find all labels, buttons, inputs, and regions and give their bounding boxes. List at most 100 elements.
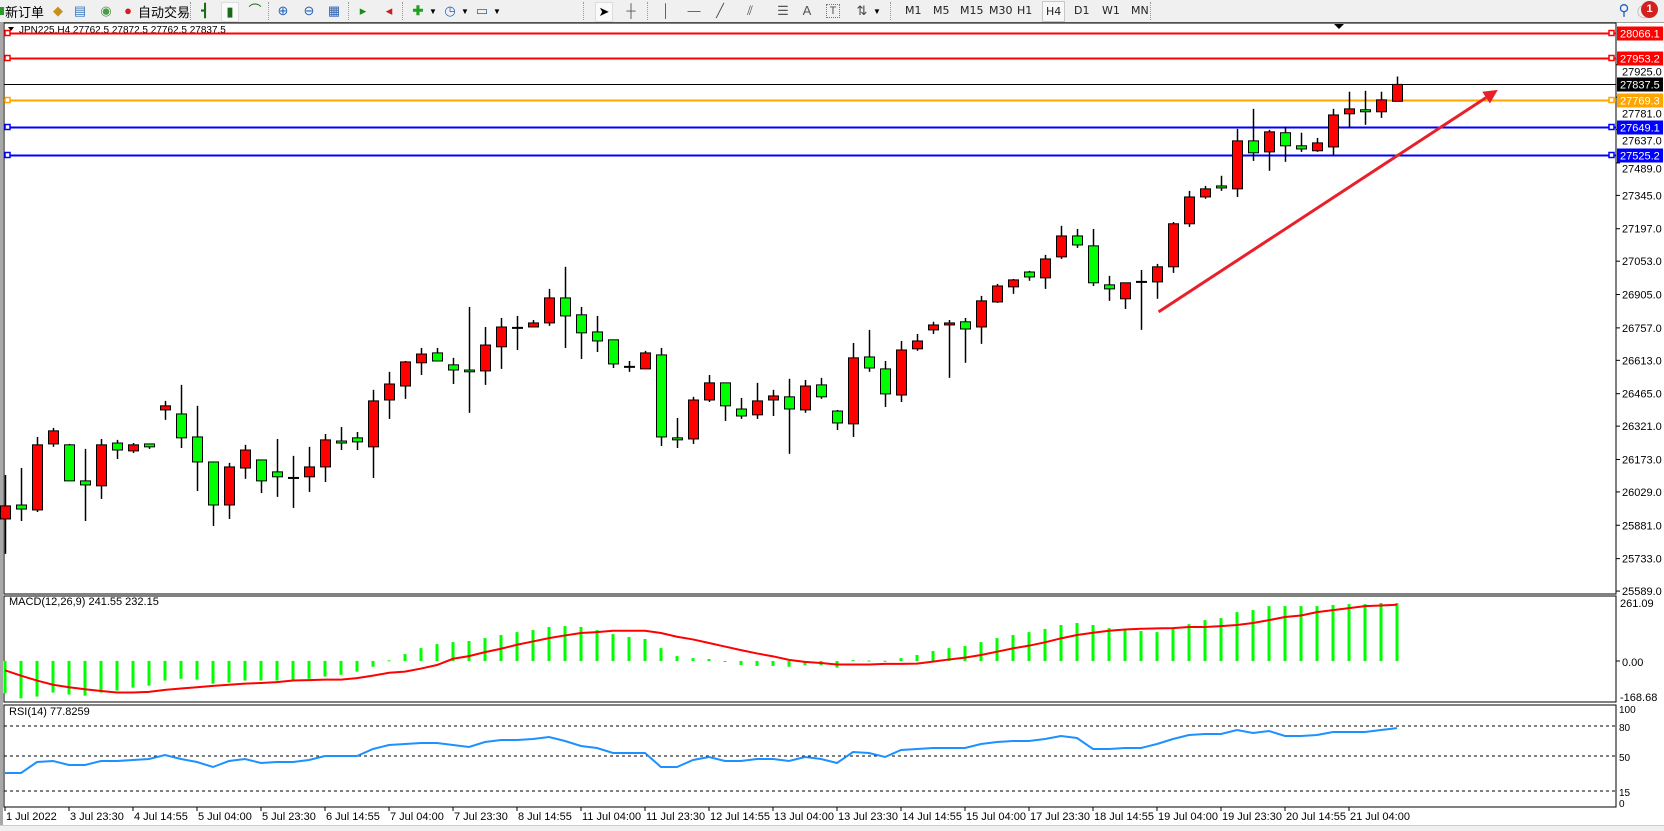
candle[interactable] (752, 382, 763, 419)
candle[interactable] (736, 397, 747, 419)
candle[interactable] (832, 409, 843, 430)
timeframe-m15[interactable]: M15 (960, 4, 984, 17)
candle[interactable] (576, 306, 587, 359)
candle[interactable] (528, 319, 539, 328)
candle[interactable] (1088, 228, 1099, 286)
candle[interactable] (848, 342, 859, 437)
line-anchor-handle[interactable] (1608, 96, 1615, 104)
chart-shift-button[interactable]: ◂ (381, 2, 397, 20)
candle[interactable] (784, 378, 795, 454)
candle[interactable] (1296, 132, 1307, 152)
candle[interactable] (912, 333, 923, 351)
candle[interactable] (160, 400, 171, 420)
timeframe-w1[interactable]: W1 (1102, 4, 1120, 17)
candle[interactable] (96, 438, 107, 499)
candle[interactable] (960, 317, 971, 363)
line-anchor-handle[interactable] (4, 123, 11, 131)
candle[interactable] (1072, 228, 1083, 248)
candle[interactable] (640, 350, 651, 370)
line-anchor-handle[interactable] (4, 96, 11, 104)
candle[interactable] (1056, 225, 1067, 259)
zoom-out-button[interactable]: ⊖ (301, 2, 317, 20)
auto-trading-button[interactable]: ● 自动交易 (120, 2, 190, 20)
candle[interactable] (944, 319, 955, 378)
candle[interactable] (592, 315, 603, 352)
candle[interactable] (240, 444, 251, 479)
candle[interactable] (1360, 90, 1371, 125)
candle[interactable] (1392, 76, 1403, 102)
timeframe-h4[interactable]: H4 (1042, 1, 1066, 22)
candle[interactable] (768, 389, 779, 416)
candle[interactable] (976, 295, 987, 344)
horizontal-line-button[interactable]: — (686, 2, 702, 20)
candle[interactable] (864, 329, 875, 372)
candle[interactable] (896, 340, 907, 403)
candle[interactable] (32, 436, 43, 512)
candle[interactable] (144, 443, 155, 449)
timeframe-m30[interactable]: M30 (989, 4, 1013, 17)
candle[interactable] (1008, 278, 1019, 294)
candle[interactable] (704, 374, 715, 403)
candle[interactable] (720, 382, 731, 421)
line-chart-button[interactable]: ⌒ (247, 2, 263, 20)
templates-button[interactable]: ▭ ▼ (474, 2, 501, 20)
candle[interactable] (1120, 282, 1131, 309)
candle[interactable] (320, 434, 331, 483)
vertical-line-button[interactable]: │ (658, 2, 674, 20)
candle[interactable] (656, 347, 667, 446)
new-order-button[interactable]: 新订单 (0, 2, 44, 20)
tile-windows-button[interactable]: ▦ (326, 2, 342, 20)
timeframe-m5[interactable]: M5 (933, 4, 950, 17)
candle[interactable] (48, 427, 59, 447)
candle[interactable] (16, 468, 27, 521)
timeframe-m1[interactable]: M1 (905, 4, 922, 17)
candle[interactable] (1104, 275, 1115, 301)
arrows-button[interactable]: ⇅ ▼ (854, 2, 881, 20)
timeframe-mn[interactable]: MN (1131, 4, 1149, 17)
candlestick-chart-button[interactable]: ▮ (221, 2, 239, 22)
candle[interactable] (496, 317, 507, 369)
main-price-panel[interactable] (3, 22, 1617, 595)
candle[interactable] (352, 431, 363, 451)
line-anchor-handle[interactable] (1608, 29, 1615, 37)
line-anchor-handle[interactable] (4, 151, 11, 159)
candle[interactable] (608, 339, 619, 368)
candle[interactable] (384, 371, 395, 419)
equidistant-channel-button[interactable]: ⫽ (742, 2, 758, 20)
line-anchor-handle[interactable] (1608, 123, 1615, 131)
timeframe-d1[interactable]: D1 (1074, 4, 1090, 17)
candle[interactable] (1200, 185, 1211, 199)
macd-panel[interactable] (3, 595, 1617, 703)
chat-button[interactable]: ▤ (72, 2, 88, 20)
candle[interactable] (336, 427, 347, 451)
timeframe-h1[interactable]: H1 (1017, 4, 1033, 17)
candle[interactable] (1184, 190, 1195, 227)
candle[interactable] (624, 361, 635, 372)
candle[interactable] (304, 446, 315, 492)
trendline-button[interactable]: ╱ (712, 2, 728, 20)
candle[interactable] (432, 347, 443, 362)
candle[interactable] (208, 461, 219, 526)
chart-shift-marker[interactable] (1334, 24, 1344, 29)
periods-button[interactable]: ◷ ▼ (442, 2, 469, 20)
candle[interactable] (192, 405, 203, 492)
candle[interactable] (1232, 128, 1243, 197)
fibonacci-button[interactable]: ☰ (775, 2, 791, 20)
chart-window[interactable]: 27925.0 27781.0 27637.0 27489.0 27345.0 27197… (0, 22, 1664, 825)
text-label-button[interactable]: T (826, 2, 840, 20)
line-anchor-handle[interactable] (1608, 151, 1615, 159)
candle[interactable] (1264, 129, 1275, 171)
zoom-in-button[interactable]: ⊕ (275, 2, 291, 20)
candle[interactable] (80, 448, 91, 521)
candle[interactable] (400, 361, 411, 399)
candle[interactable] (1216, 175, 1227, 191)
auto-scroll-button[interactable]: ▸ (355, 2, 371, 20)
line-anchor-handle[interactable] (4, 29, 11, 37)
candle[interactable] (448, 357, 459, 384)
candle[interactable] (128, 443, 139, 453)
candle[interactable] (256, 459, 267, 494)
candle[interactable] (688, 396, 699, 444)
candle[interactable] (816, 377, 827, 399)
candle[interactable] (1280, 126, 1291, 162)
text-button[interactable]: A (799, 2, 815, 20)
